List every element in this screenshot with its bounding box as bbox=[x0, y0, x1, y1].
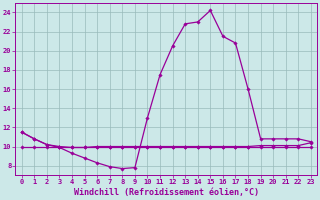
X-axis label: Windchill (Refroidissement éolien,°C): Windchill (Refroidissement éolien,°C) bbox=[74, 188, 259, 197]
